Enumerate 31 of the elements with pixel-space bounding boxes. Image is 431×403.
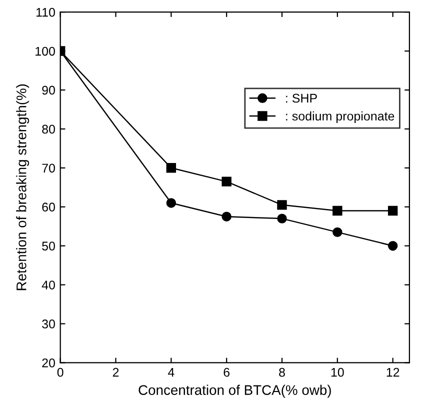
point [222,212,232,222]
x-tick-label: 10 [331,368,344,377]
point [332,227,342,238]
y-tick-label: 50 [42,242,55,250]
point [388,240,398,251]
y-tick-label: 110 [36,8,55,17]
x-tick-label: 8 [279,368,285,377]
point [277,200,287,210]
x-tick-label: 2 [112,368,119,377]
y-tick-label: 90 [42,86,55,95]
y-tick-label: 60 [42,202,55,212]
point [332,206,342,216]
y-tick-label: 100 [36,46,55,56]
x-tick-label: 12 [386,368,400,377]
legend-label: : sodium propionate [286,111,394,124]
point [222,176,232,186]
y-tick-label: 70 [42,164,55,173]
y-tick-label: 40 [42,280,55,290]
x-axis-title: Concentration of BTCA(% owb) [138,384,331,398]
point [388,206,398,216]
y-tick-label: 30 [42,320,55,328]
y-tick-label: 80 [42,124,55,134]
y-tick-label: 20 [42,358,55,368]
point [166,198,176,208]
point [166,163,176,173]
legend-label: : SHP [286,94,317,103]
x-tick-label: 6 [224,368,230,377]
y-axis-title: Retention of breaking strength(%) [16,84,30,290]
point [277,214,287,224]
x-tick-label: 0 [57,368,64,377]
x-tick-label: 4 [168,368,174,377]
